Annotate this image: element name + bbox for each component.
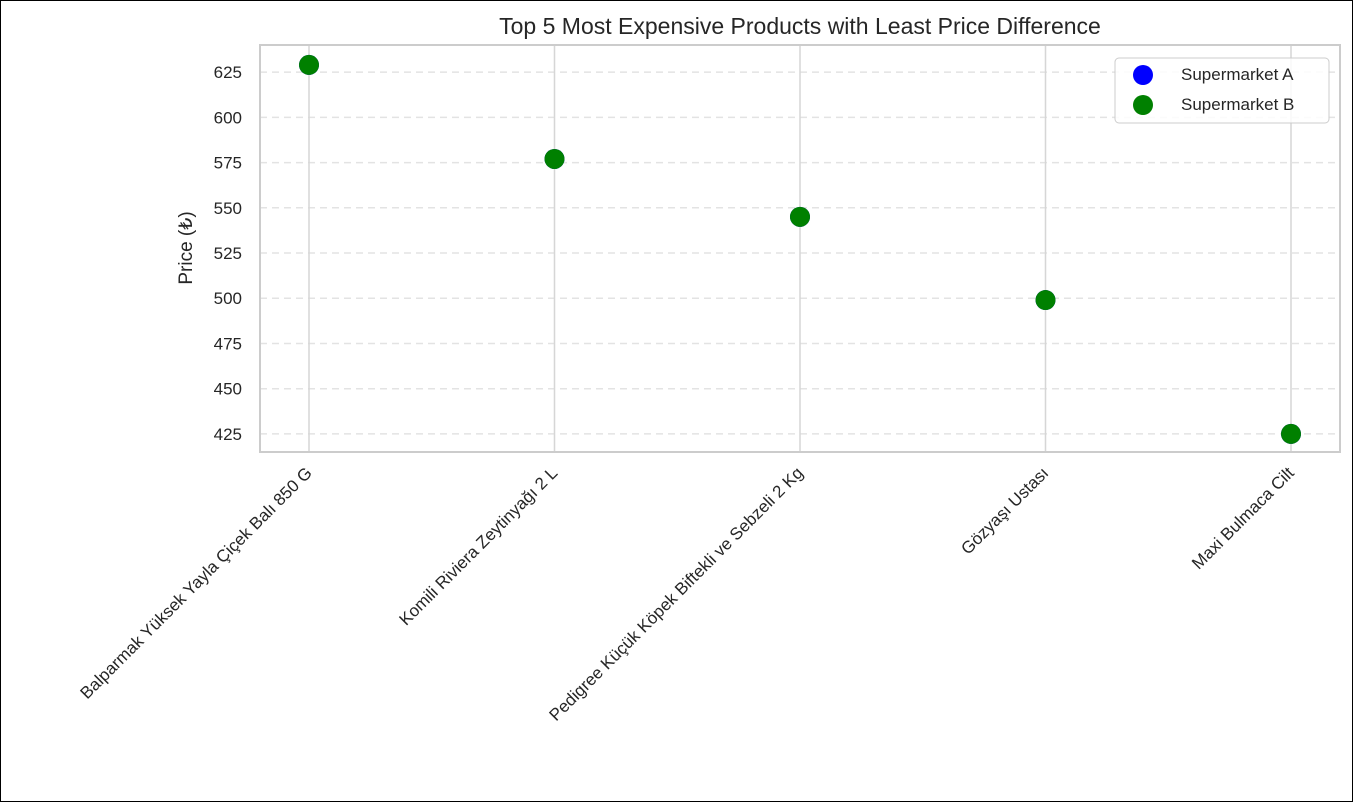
- legend: Supermarket A Supermarket B: [1114, 57, 1330, 124]
- y-tick-label: 575: [214, 154, 242, 173]
- plot-area-border: [259, 44, 1341, 453]
- y-tick-label: 600: [214, 108, 242, 127]
- y-tick-label: 625: [214, 63, 242, 82]
- y-tick-label: 550: [214, 199, 242, 218]
- x-tick-label: Komili Riviera Zeytinyağı 2 L: [396, 463, 562, 629]
- data-point-supermarket-b: [790, 206, 810, 227]
- legend-marker: [1133, 95, 1153, 115]
- x-tick-label: Balparmak Yüksek Yayla Çiçek Balı 850 G: [77, 463, 316, 702]
- legend-box: [1114, 57, 1330, 124]
- legend-label: Supermarket A: [1181, 65, 1294, 84]
- legend-items: Supermarket A Supermarket B: [1133, 65, 1294, 115]
- data-point-supermarket-b: [1035, 290, 1056, 311]
- y-axis-ticks: 425 450 475 500 525 550 575 600 625: [214, 63, 242, 444]
- y-tick-label: 475: [214, 334, 242, 353]
- x-tick-label: Pedigree Küçük Köpek Biftekli ve Sebzeli…: [545, 463, 806, 724]
- x-axis-ticks: Balparmak Yüksek Yayla Çiçek Balı 850 G K…: [77, 463, 1298, 725]
- data-points: [299, 54, 1301, 444]
- y-tick-label: 425: [214, 425, 242, 444]
- legend-marker: [1133, 65, 1153, 85]
- y-tick-label: 500: [214, 289, 242, 308]
- chart-title: Top 5 Most Expensive Products with Least…: [499, 13, 1101, 39]
- y-tick-label: 450: [214, 380, 242, 399]
- y-axis-label: Price (₺): [176, 211, 197, 284]
- legend-label: Supermarket B: [1181, 95, 1294, 114]
- x-tick-label: Maxi Bulmaca Cilt: [1188, 463, 1298, 573]
- y-tick-label: 525: [214, 244, 242, 263]
- data-point-supermarket-b: [544, 148, 565, 169]
- data-point-supermarket-b: [1281, 423, 1301, 444]
- data-point-supermarket-b: [299, 54, 319, 75]
- x-tick-label: Gözyaşı Ustası: [957, 463, 1052, 558]
